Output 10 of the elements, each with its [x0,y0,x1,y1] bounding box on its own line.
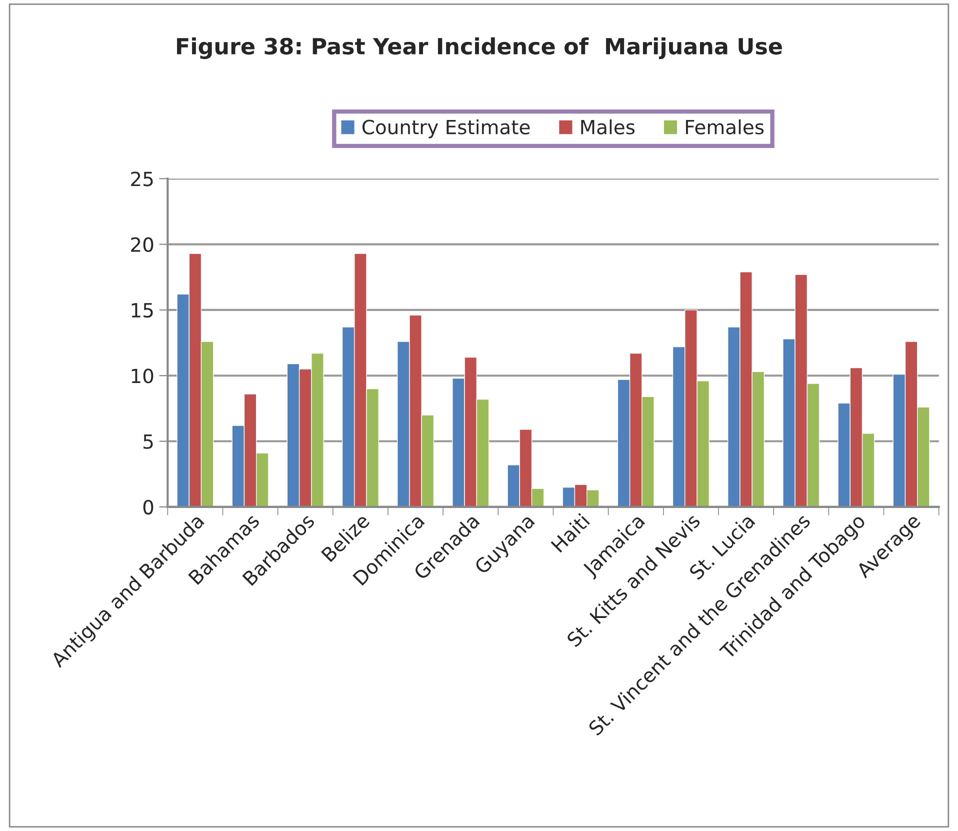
y-tick-label: 5 [144,434,153,449]
y-tick-label: 0 [143,500,154,515]
legend-label: Country Estimate [362,119,530,138]
y-tick-label: 25 [131,172,153,186]
legend-label: Females [686,119,764,134]
y-tick-label: 10 [132,368,154,384]
legend-label: Males [581,119,635,134]
chart-title: Figure 38: Past Year Incidence of Marijuana Use [177,37,782,60]
y-tick-label: 15 [132,303,153,318]
y-tick-label: 20 [131,237,154,252]
